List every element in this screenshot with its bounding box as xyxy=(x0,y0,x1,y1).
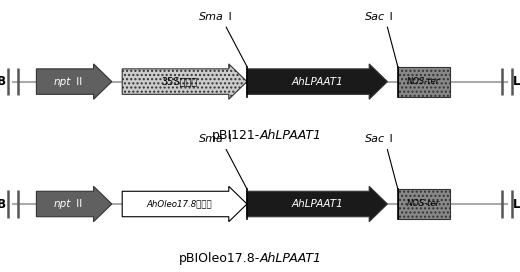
Text: I: I xyxy=(225,12,232,22)
Text: Sma: Sma xyxy=(199,12,224,22)
Text: LB: LB xyxy=(513,75,520,88)
Text: Sac: Sac xyxy=(365,134,385,144)
Text: I: I xyxy=(386,12,393,22)
Text: AhLPAAT1: AhLPAAT1 xyxy=(260,129,322,142)
Text: Sac: Sac xyxy=(365,12,385,22)
Text: I: I xyxy=(225,134,232,144)
Text: npt: npt xyxy=(54,77,72,86)
Text: 35S启动子: 35S启动子 xyxy=(161,77,198,86)
Polygon shape xyxy=(122,64,247,99)
Text: pBI121-: pBI121- xyxy=(212,129,260,142)
Text: AhLPAAT1: AhLPAAT1 xyxy=(291,77,343,86)
Text: NOS-ter: NOS-ter xyxy=(407,199,440,209)
Polygon shape xyxy=(247,64,387,99)
Text: RB: RB xyxy=(0,75,7,88)
Text: Sma: Sma xyxy=(199,134,224,144)
Polygon shape xyxy=(36,186,112,222)
Text: npt: npt xyxy=(54,199,72,209)
Bar xyxy=(398,189,450,219)
Polygon shape xyxy=(247,186,387,222)
Text: II: II xyxy=(73,77,82,86)
Text: RB: RB xyxy=(0,197,7,211)
Text: pBIOleo17.8-: pBIOleo17.8- xyxy=(179,252,260,265)
Bar xyxy=(398,67,450,97)
Text: LB: LB xyxy=(513,197,520,211)
Text: AhLPAAT1: AhLPAAT1 xyxy=(291,199,343,209)
Text: I: I xyxy=(386,134,393,144)
Text: NOS-ter: NOS-ter xyxy=(407,77,440,86)
Polygon shape xyxy=(36,64,112,99)
Polygon shape xyxy=(122,186,247,222)
Text: AhLPAAT1: AhLPAAT1 xyxy=(260,252,322,265)
Text: AhOleo17.8启动子: AhOleo17.8启动子 xyxy=(147,199,212,209)
Text: II: II xyxy=(73,199,82,209)
